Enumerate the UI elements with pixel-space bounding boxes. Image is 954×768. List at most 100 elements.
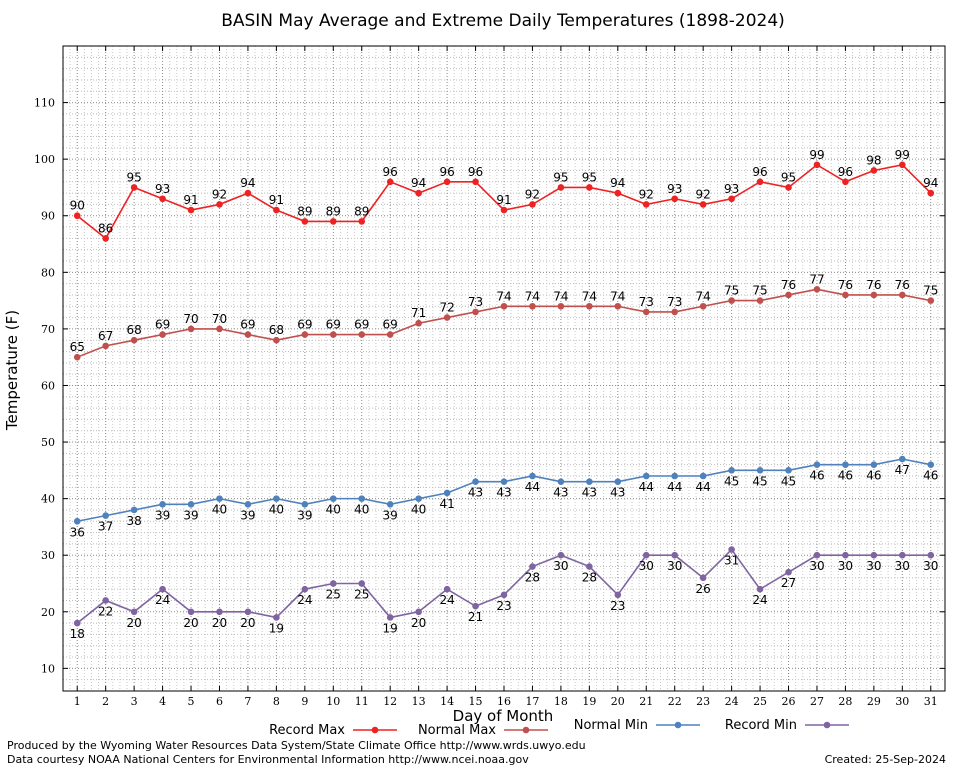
normal-min-data-label: 40 [326,503,341,517]
normal-max-data-label: 72 [439,301,454,315]
record-min-data-label: 20 [240,616,255,630]
normal-min-point [642,472,650,480]
normal-min-point [244,500,252,508]
record-max-data-label: 96 [752,165,767,179]
normal-min-data-label: 45 [724,474,739,488]
normal-min-data-label: 45 [752,474,767,488]
normal-min-data-label: 37 [98,520,113,534]
normal-min-point [358,495,366,502]
normal-max-series: 65 67 68 69 70 70 69 68 69 69 69 69 71 72 73 74 74 74 74 74… [70,272,938,361]
y-tick-label: 10 [41,662,55,675]
normal-min-point [728,467,735,474]
record-min-point [472,602,479,610]
record-max-data-label: 94 [610,176,625,190]
normal-min-point [301,500,309,508]
normal-max-legend-label: Normal Max [418,723,496,738]
record-max-data-label: 89 [297,204,312,218]
x-tick-label: 25 [753,695,767,708]
normal-min-point [386,500,394,508]
record-min-point [73,619,81,627]
record-min-point [159,585,166,593]
record-max-data-label: 99 [809,148,824,162]
normal-max-point [927,297,935,304]
x-tick-label: 2 [102,695,109,708]
record-max-data-label: 92 [525,187,540,201]
record-max-data-label: 92 [212,187,227,201]
normal-min-point [216,495,223,502]
y-tick-label: 60 [41,379,55,392]
chart-title: BASIN May Average and Extreme Daily Temp… [221,11,785,31]
record-min-data-label: 25 [326,588,341,602]
normal-min-data-label: 41 [439,497,454,511]
record-min-data-label: 31 [724,554,739,568]
record-max-data-label: 86 [98,221,113,235]
x-tick-label: 11 [355,695,369,708]
record-min-data-label: 23 [610,599,625,613]
record-min-point [728,546,735,553]
normal-max-data-label: 68 [126,323,141,337]
normal-min-data-label: 40 [212,503,227,517]
normal-min-data-label: 38 [126,514,141,528]
record-min-data-label: 20 [126,616,141,630]
record-min-point [358,580,366,587]
record-min-point [386,614,394,621]
normal-min-point [557,478,565,485]
record-max-point [728,195,735,203]
normal-max-point [187,325,195,333]
record-min-data-label: 21 [468,610,483,624]
record-max-point [273,206,280,214]
x-tick-label: 16 [497,695,511,708]
normal-max-point [301,331,309,338]
x-tick-label: 10 [326,695,340,708]
x-tick-label: 13 [412,695,426,708]
record-min-data-label: 27 [781,576,796,590]
normal-min-data-label: 44 [696,480,711,494]
normal-max-point [130,336,138,344]
record-max-point [756,178,764,186]
record-min-point [529,563,536,570]
normal-min-data-label: 43 [610,486,625,500]
record-min-data-label: 20 [183,616,198,630]
record-max-point [529,201,536,208]
record-min-point [273,614,280,621]
x-tick-label: 29 [867,695,881,708]
normal-max-data-label: 74 [582,289,597,303]
footer-created: Created: 25-Sep-2024 [824,753,946,766]
normal-min-data-label: 44 [639,480,654,494]
normal-max-point [358,331,366,338]
x-tick-label: 3 [131,695,138,708]
record-max-point [785,184,792,191]
normal-min-point [500,478,508,485]
x-axis-label: Day of Month [453,707,554,725]
legend: Record Max Normal Max Normal Min Record Min [269,718,849,738]
x-tick-label: 4 [159,695,166,708]
normal-max-data-label: 69 [383,318,398,332]
normal-min-point [472,478,479,485]
normal-max-point [273,336,280,344]
normal-min-point [756,467,764,474]
record-min-point [614,591,622,599]
normal-min-point [813,461,821,468]
normal-max-point [899,291,906,299]
normal-max-point [642,308,650,316]
normal-max-data-label: 67 [98,329,113,343]
x-tick-label: 20 [611,695,625,708]
normal-min-legend-marker [674,721,682,729]
record-min-point [699,574,707,582]
record-min-point [813,551,821,559]
record-min-point [842,551,849,559]
record-min-data-label: 30 [895,559,910,573]
normal-max-data-label: 74 [496,289,511,303]
record-min-point [187,608,195,616]
record-max-point [813,161,821,169]
record-min-point [785,568,792,576]
normal-max-point [443,314,451,321]
normal-min-data-label: 43 [468,486,483,500]
normal-min-data-label: 46 [838,469,853,483]
record-max-point [415,189,422,197]
normal-min-data-label: 43 [496,486,511,500]
y-tick-label: 40 [41,493,55,506]
record-max-legend-label: Record Max [269,723,345,738]
normal-min-series: 36 37 38 39 39 40 39 40 39 40 40 39 40 41 43 43 44 43 43 43… [70,455,938,539]
record-max-point [842,178,849,186]
